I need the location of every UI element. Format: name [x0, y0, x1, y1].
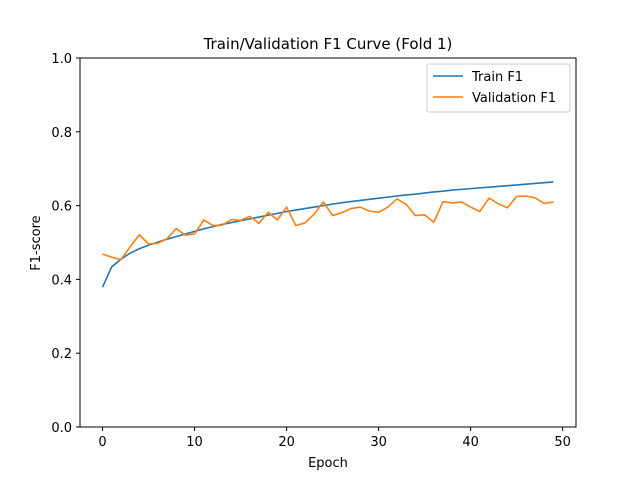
legend-label-train: Train F1	[471, 70, 523, 85]
x-tick-label: 50	[554, 435, 571, 450]
x-tick-label: 20	[278, 435, 295, 450]
y-axis-label: F1-score	[29, 215, 44, 270]
y-tick-label: 0.6	[51, 200, 72, 215]
x-tick-label: 0	[98, 435, 106, 450]
x-tick-label: 30	[370, 435, 387, 450]
y-tick-label: 0.4	[51, 273, 72, 288]
y-tick-label: 0.8	[51, 126, 72, 141]
legend: Train F1 Validation F1	[426, 63, 571, 113]
x-axis-label: Epoch	[308, 456, 348, 471]
y-tick-label: 1.0	[51, 52, 72, 67]
axis-ticks: 0 10 20 30 40 50 0.0 0.2 0.4 0.6 0.8 1.0	[51, 52, 571, 450]
chart-title: Train/Validation F1 Curve (Fold 1)	[203, 35, 453, 53]
train-f1-line	[101, 181, 554, 288]
y-tick-label: 0.2	[51, 347, 72, 362]
legend-label-validation: Validation F1	[472, 91, 556, 106]
y-tick-label: 0.0	[51, 421, 72, 436]
x-tick-label: 10	[186, 435, 203, 450]
axes-frame	[79, 57, 577, 428]
validation-f1-line	[102, 195, 554, 261]
x-tick-label: 40	[462, 435, 479, 450]
plot-area	[101, 181, 554, 288]
